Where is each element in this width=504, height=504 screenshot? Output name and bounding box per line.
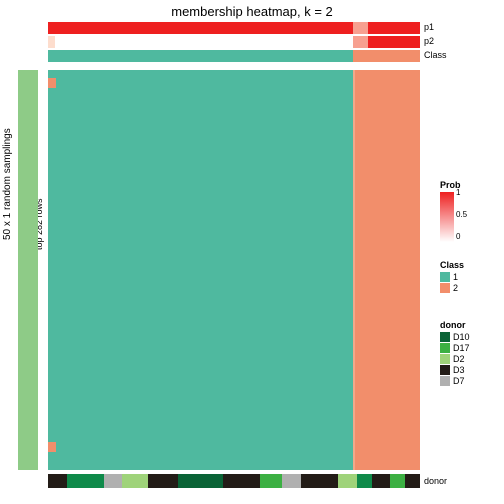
legend-swatch bbox=[440, 272, 450, 282]
anno-row-label: p2 bbox=[424, 36, 434, 46]
chart-title: membership heatmap, k = 2 bbox=[0, 4, 504, 19]
anno-seg bbox=[48, 36, 55, 48]
legend-label: D2 bbox=[453, 354, 465, 364]
anno-seg bbox=[368, 36, 405, 48]
legend-donor-item: D7 bbox=[440, 376, 470, 386]
anno-row-class bbox=[48, 50, 420, 62]
heatmap-notch bbox=[48, 78, 56, 88]
top-annotation-bars bbox=[48, 22, 420, 68]
legend-swatch bbox=[440, 332, 450, 342]
anno-seg bbox=[368, 22, 420, 34]
legend-donor-item: D2 bbox=[440, 354, 470, 364]
legend-swatch bbox=[440, 376, 450, 386]
legend-donor-item: D17 bbox=[440, 343, 470, 353]
heatmap-column bbox=[355, 70, 420, 470]
legend-label: D3 bbox=[453, 365, 465, 375]
anno-seg bbox=[405, 36, 420, 48]
legend-label: 2 bbox=[453, 283, 458, 293]
legend-swatch bbox=[440, 354, 450, 364]
legend-swatch bbox=[440, 283, 450, 293]
donor-seg bbox=[405, 474, 420, 488]
donor-seg bbox=[148, 474, 178, 488]
legend-donor-item: D3 bbox=[440, 365, 470, 375]
donor-seg bbox=[282, 474, 301, 488]
anno-seg bbox=[55, 36, 353, 48]
donor-seg bbox=[390, 474, 405, 488]
anno-row-p2 bbox=[48, 36, 420, 48]
anno-seg bbox=[353, 22, 368, 34]
anno-seg bbox=[48, 22, 353, 34]
legend-donor-title: donor bbox=[440, 320, 470, 330]
anno-seg bbox=[353, 36, 368, 48]
legend-label: 1 bbox=[453, 272, 458, 282]
anno-seg bbox=[353, 50, 420, 62]
legend-prob-tick: 1 bbox=[456, 188, 460, 197]
legend-prob-gradient: 10.50 bbox=[440, 192, 454, 242]
heatmap-column bbox=[55, 70, 353, 470]
legend-label: D10 bbox=[453, 332, 470, 342]
donor-seg bbox=[104, 474, 123, 488]
donor-seg bbox=[301, 474, 338, 488]
anno-row-label: p1 bbox=[424, 22, 434, 32]
legend-donor: donor D10D17D2D3D7 bbox=[440, 320, 470, 387]
donor-seg bbox=[178, 474, 223, 488]
left-sampling-bar bbox=[18, 70, 38, 470]
heatmap-notch bbox=[48, 442, 56, 452]
legend-prob-tick: 0 bbox=[456, 232, 460, 241]
anno-row-label: Class bbox=[424, 50, 447, 60]
legend-prob: Prob 10.50 bbox=[440, 180, 461, 242]
legend-prob-tick: 0.5 bbox=[456, 210, 467, 219]
donor-annotation-bar bbox=[48, 474, 420, 488]
legend-label: D7 bbox=[453, 376, 465, 386]
donor-seg bbox=[223, 474, 260, 488]
donor-seg bbox=[122, 474, 148, 488]
donor-seg bbox=[260, 474, 282, 488]
donor-seg bbox=[48, 474, 67, 488]
legend-class: Class 12 bbox=[440, 260, 464, 294]
legend-class-title: Class bbox=[440, 260, 464, 270]
donor-seg bbox=[338, 474, 357, 488]
y-axis-outer-label: 50 x 1 random samplings bbox=[2, 128, 13, 240]
donor-seg bbox=[67, 474, 104, 488]
heatmap-column bbox=[48, 70, 55, 470]
donor-seg bbox=[357, 474, 372, 488]
donor-bar-label: donor bbox=[424, 476, 447, 486]
anno-seg bbox=[48, 50, 353, 62]
legend-class-item: 1 bbox=[440, 272, 464, 282]
legend-swatch bbox=[440, 343, 450, 353]
legend-donor-item: D10 bbox=[440, 332, 470, 342]
anno-row-p1 bbox=[48, 22, 420, 34]
legend-swatch bbox=[440, 365, 450, 375]
donor-seg bbox=[372, 474, 391, 488]
legend-class-item: 2 bbox=[440, 283, 464, 293]
legend-label: D17 bbox=[453, 343, 470, 353]
heatmap-body bbox=[48, 70, 420, 470]
